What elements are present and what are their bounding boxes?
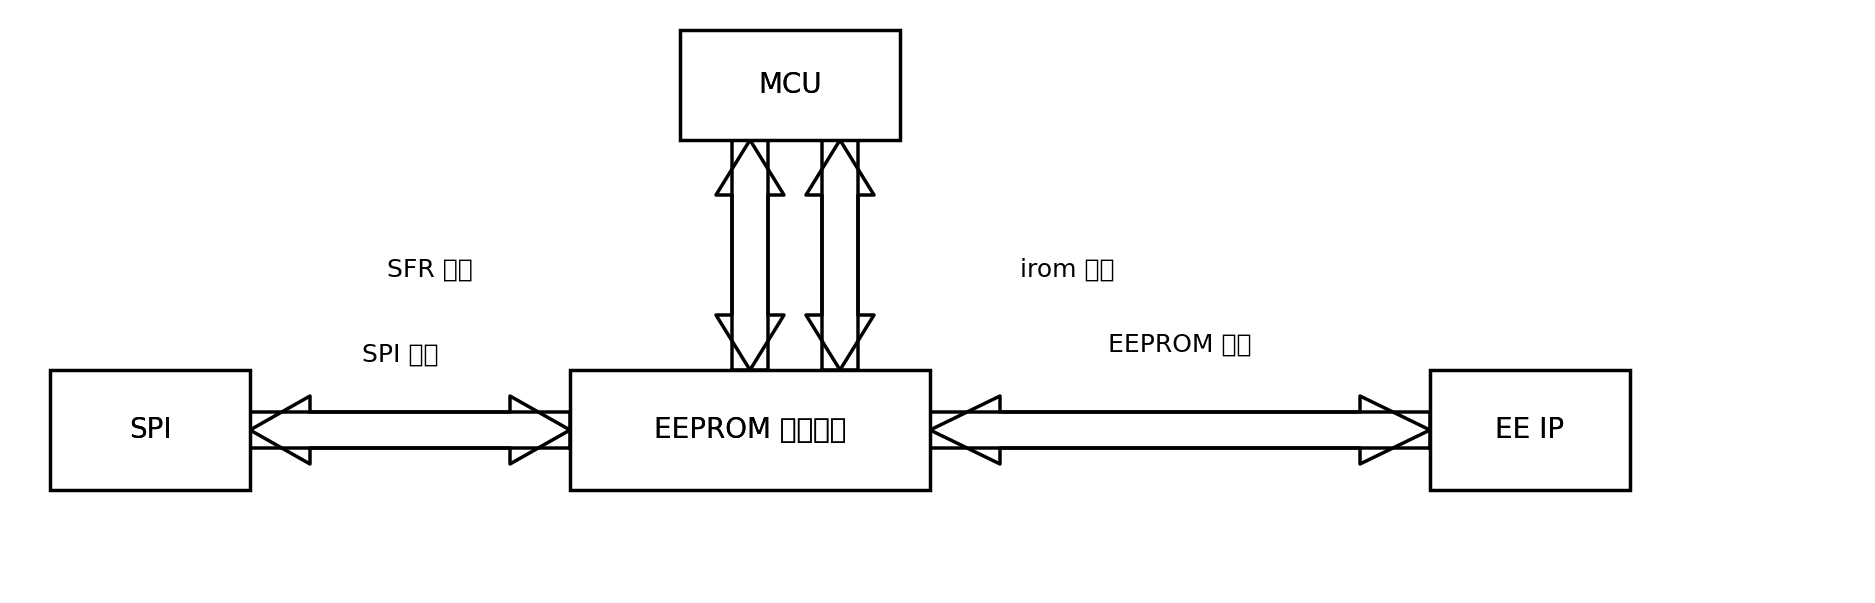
Text: EEPROM 控制电路: EEPROM 控制电路: [654, 416, 846, 444]
Text: SPI 总线: SPI 总线: [362, 343, 439, 367]
Text: SPI: SPI: [129, 416, 171, 444]
Bar: [681, 30, 900, 140]
Text: SFR 总线: SFR 总线: [386, 258, 472, 282]
Polygon shape: [249, 396, 570, 464]
Text: MCU: MCU: [758, 71, 821, 99]
Bar: [51, 370, 249, 490]
Polygon shape: [806, 140, 874, 370]
Polygon shape: [249, 396, 570, 464]
Bar: [1431, 370, 1629, 490]
Polygon shape: [930, 396, 1431, 464]
Text: EE IP: EE IP: [1496, 416, 1564, 444]
Text: SPI: SPI: [129, 416, 171, 444]
Polygon shape: [716, 140, 784, 370]
Text: EEPROM 信号: EEPROM 信号: [1108, 333, 1253, 357]
Polygon shape: [930, 396, 1431, 464]
Text: irom 总线: irom 总线: [1020, 258, 1114, 282]
Bar: [570, 370, 930, 490]
Text: EEPROM 控制电路: EEPROM 控制电路: [654, 416, 846, 444]
Text: EE IP: EE IP: [1496, 416, 1564, 444]
Polygon shape: [716, 140, 784, 370]
Text: MCU: MCU: [758, 71, 821, 99]
Polygon shape: [806, 140, 874, 370]
